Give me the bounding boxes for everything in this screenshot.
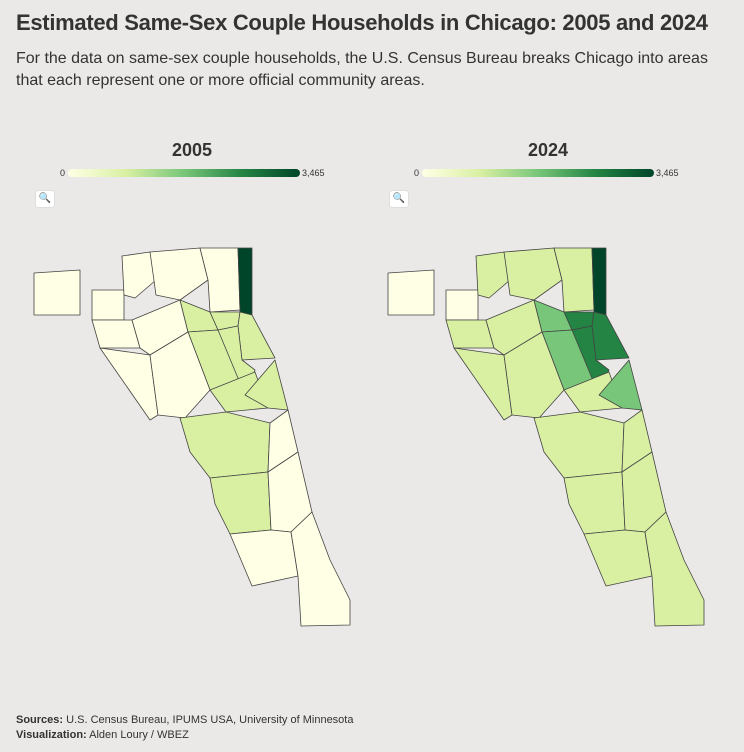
map-2005-area[interactable] xyxy=(99,347,159,421)
legend-min-2024: 0 xyxy=(414,168,420,178)
map-2024-area[interactable] xyxy=(503,331,565,419)
search-icon[interactable]: 🔍 xyxy=(36,191,54,207)
map-2024 xyxy=(387,247,705,627)
map-2005-area[interactable] xyxy=(33,269,81,316)
map-2005 xyxy=(33,247,351,627)
map-2005-area[interactable] xyxy=(121,251,157,299)
map-2024-area[interactable] xyxy=(563,471,626,535)
map-2005-area[interactable] xyxy=(179,411,271,479)
visualization-line: Visualization: Alden Loury / WBEZ xyxy=(16,729,189,741)
panel-title-2005: 2005 xyxy=(171,140,213,160)
map-2024-area[interactable] xyxy=(453,347,513,421)
map-2005-area[interactable] xyxy=(237,247,253,316)
map-2005-area[interactable] xyxy=(149,247,209,301)
map-2005-area[interactable] xyxy=(290,511,351,627)
map-2024-area[interactable] xyxy=(591,247,607,316)
map-2024-area[interactable] xyxy=(553,247,595,313)
map-2024-area[interactable] xyxy=(583,529,653,587)
search-icon[interactable]: 🔍 xyxy=(390,191,408,207)
sources-line: Sources: U.S. Census Bureau, IPUMS USA, … xyxy=(16,714,354,726)
map-2005-area[interactable] xyxy=(209,471,272,535)
legend-max-2024: 3,465 xyxy=(656,168,679,178)
legend-bar-2024 xyxy=(422,169,654,177)
map-2024-area[interactable] xyxy=(475,251,511,299)
panel-title-2024: 2024 xyxy=(527,140,569,160)
legend-bar-2005 xyxy=(68,169,300,177)
map-2024-area[interactable] xyxy=(591,311,630,361)
map-2005-area[interactable] xyxy=(229,529,299,587)
map-2005-area[interactable] xyxy=(237,311,276,361)
chart-title: Estimated Same-Sex Couple Households in … xyxy=(16,10,708,35)
map-2005-area[interactable] xyxy=(149,331,211,419)
map-2005-area[interactable] xyxy=(199,247,241,313)
map-2024-area[interactable] xyxy=(445,289,479,321)
map-2005-area[interactable] xyxy=(91,289,125,321)
chart-subtitle: For the data on same-sex couple househol… xyxy=(16,50,708,89)
map-2024-area[interactable] xyxy=(387,269,435,316)
map-2024-area[interactable] xyxy=(503,247,563,301)
legend-max-2005: 3,465 xyxy=(302,168,325,178)
legend-min-2005: 0 xyxy=(60,168,66,178)
map-2024-area[interactable] xyxy=(533,411,625,479)
map-2024-area[interactable] xyxy=(644,511,705,627)
